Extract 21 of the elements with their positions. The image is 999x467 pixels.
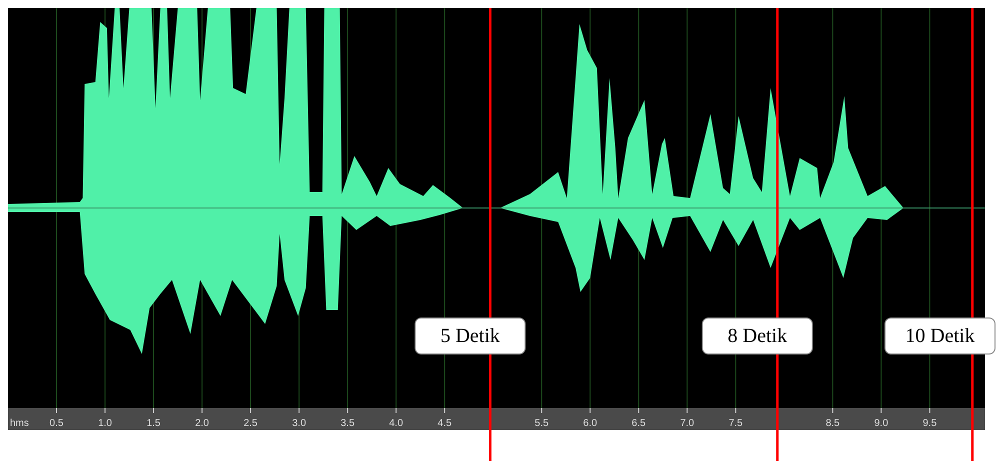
x-tick-label: 5.5 bbox=[534, 418, 549, 429]
x-tick-label: 3.5 bbox=[340, 418, 355, 429]
ref-line-label: 8 Detik bbox=[728, 325, 788, 347]
x-tick-label: 7.5 bbox=[728, 418, 744, 429]
x-tick-label: 7.0 bbox=[680, 418, 695, 429]
ref-line-label: 10 Detik bbox=[905, 325, 975, 347]
x-tick-label: 2.5 bbox=[244, 418, 258, 429]
x-tick-label: 1.5 bbox=[146, 418, 161, 429]
x-tick-label: 1.0 bbox=[98, 418, 112, 429]
x-tick-label: 9.5 bbox=[922, 418, 938, 429]
x-tick-label: 4.0 bbox=[389, 418, 404, 429]
x-tick-label: 3.0 bbox=[292, 418, 306, 429]
x-tick-label: 6.5 bbox=[632, 418, 646, 429]
ref-line-label: 5 Detik bbox=[440, 325, 500, 347]
x-tick-label: 2.0 bbox=[195, 418, 210, 429]
x-tick-label: 4.5 bbox=[438, 418, 452, 429]
x-tick-label: 9.0 bbox=[874, 418, 889, 429]
x-axis-title: hms bbox=[10, 418, 29, 429]
x-tick-label: 0.5 bbox=[50, 418, 64, 429]
x-tick-label: 6.0 bbox=[583, 418, 598, 429]
x-tick-label: 8.5 bbox=[826, 418, 840, 429]
